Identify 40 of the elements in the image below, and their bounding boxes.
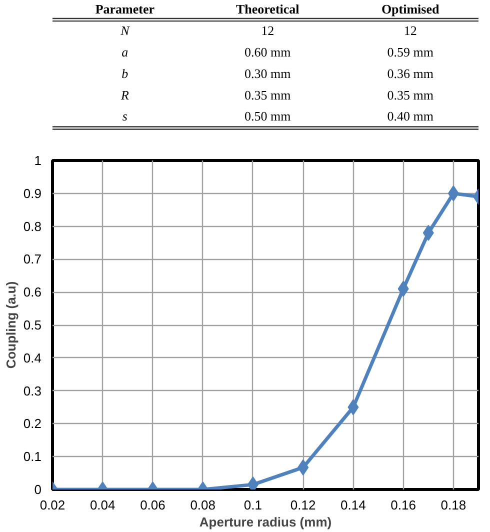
- text: 0.35 mm: [244, 87, 291, 102]
- y-tick-label: 0.1: [23, 449, 42, 464]
- text: Theoretical: [236, 2, 300, 17]
- x-tick-label: 0.04: [90, 498, 116, 512]
- y-tick-label: 0.2: [23, 416, 42, 432]
- x-tick-label: 0.02: [40, 498, 66, 512]
- y-tick-label: 0.9: [23, 186, 42, 201]
- y-tick-label: 1: [34, 153, 42, 168]
- text: 12: [261, 23, 274, 38]
- y-tick-label: 0.6: [23, 284, 42, 300]
- x-tick-label: 0.18: [440, 498, 466, 512]
- text: 0.60 mm: [244, 44, 291, 60]
- x-tick-label: 0.08: [190, 498, 216, 512]
- text: 0.40 mm: [387, 108, 434, 124]
- text: a: [122, 44, 129, 60]
- text: Optimised: [381, 2, 440, 17]
- x-tick-label: 0.06: [140, 498, 166, 512]
- x-tick-label: 0.16: [390, 498, 416, 512]
- y-tick-label: 0.8: [23, 218, 42, 234]
- text: b: [122, 66, 129, 81]
- y-tick-label: 0.7: [23, 252, 42, 267]
- x-tick-label: 0.12: [290, 498, 316, 512]
- x-tick-label: 0.14: [340, 498, 366, 512]
- y-tick-label: 0.3: [23, 383, 42, 398]
- y-tick-label: 0.4: [23, 350, 42, 366]
- text: 0.50 mm: [244, 108, 291, 124]
- text: Parameter: [95, 2, 155, 17]
- text: N: [120, 23, 131, 38]
- y-tick-label: 0.5: [23, 318, 42, 332]
- text: 12: [404, 23, 417, 38]
- text: 0.36 mm: [387, 66, 434, 81]
- text: s: [122, 108, 128, 124]
- text: 0.59 mm: [387, 44, 434, 60]
- x-axis-title: Aperture radius (mm): [199, 514, 332, 530]
- text: 0.30 mm: [244, 66, 291, 81]
- x-tick-label: 0.1: [244, 498, 262, 512]
- text: R: [120, 87, 129, 102]
- y-tick-label: 0: [34, 482, 42, 497]
- y-axis-title: Coupling (a.u): [3, 281, 18, 369]
- text: 0.35 mm: [387, 87, 434, 102]
